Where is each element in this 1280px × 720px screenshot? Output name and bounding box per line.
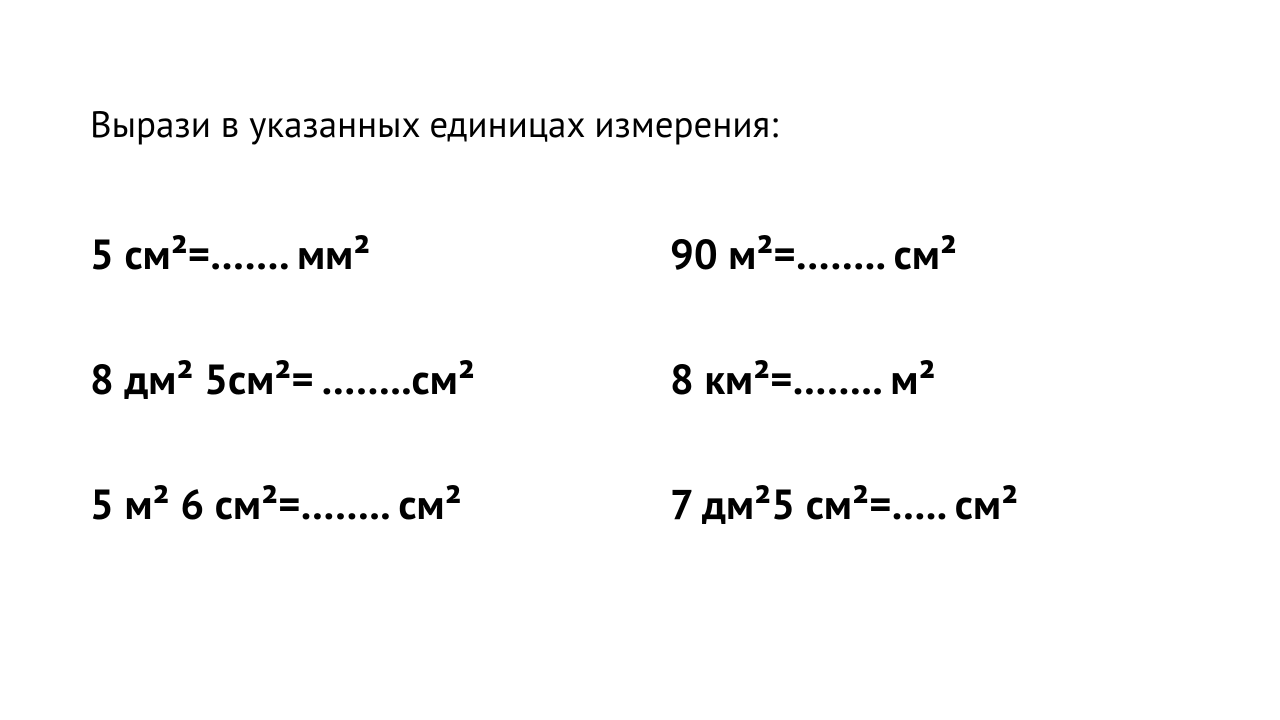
exercise-cell-left: 5 м² 6 см²=…….. см² [90, 476, 670, 531]
exercise-row: 5 м² 6 см²=…….. см² 7 дм²5 см²=….. см² [90, 476, 1190, 531]
exercise-rows: 5 см²=……. мм² 90 м²=…….. см² 8 дм² 5см²=… [90, 226, 1190, 531]
worksheet-page: Вырази в указанных единицах измерения: 5… [0, 0, 1280, 720]
page-title: Вырази в указанных единицах измерения: [90, 100, 1190, 148]
exercise-cell-right: 7 дм²5 см²=….. см² [670, 476, 1018, 531]
exercise-cell-right: 8 км²=…….. м² [670, 351, 936, 406]
exercise-row: 5 см²=……. мм² 90 м²=…….. см² [90, 226, 1190, 281]
exercise-cell-right: 90 м²=…….. см² [670, 226, 957, 281]
exercise-row: 8 дм² 5см²= ……..см² 8 км²=…….. м² [90, 351, 1190, 406]
exercise-cell-left: 5 см²=……. мм² [90, 226, 670, 281]
exercise-cell-left: 8 дм² 5см²= ……..см² [90, 351, 670, 406]
